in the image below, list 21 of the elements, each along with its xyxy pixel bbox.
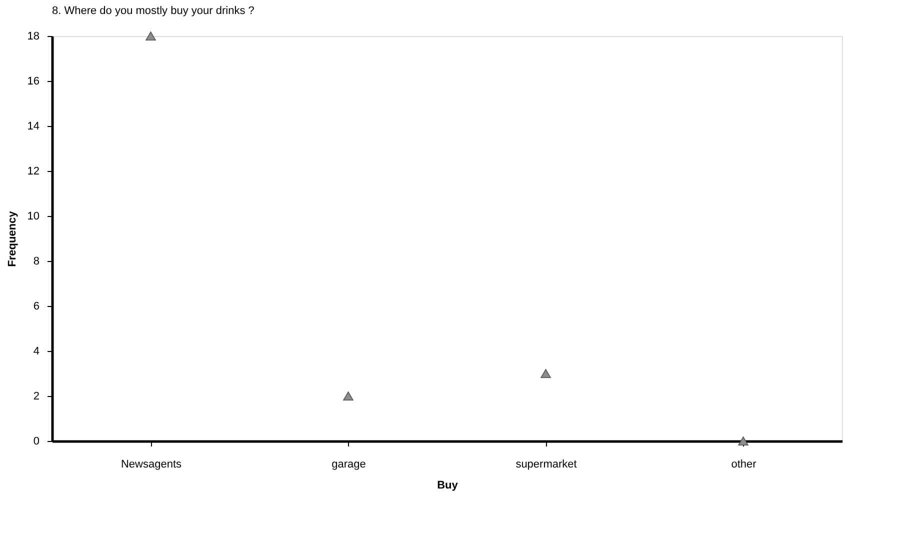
x-tick-label: other [731, 458, 757, 470]
y-tick-label: 10 [27, 210, 40, 222]
y-tick-label: 2 [33, 390, 40, 402]
y-tick-label: 4 [33, 346, 40, 358]
y-tick-label: 12 [27, 166, 40, 178]
y-tick-label: 6 [33, 300, 40, 312]
x-tick-label: Newsagents [120, 458, 182, 470]
point [738, 436, 748, 446]
y-tick-label: 18 [27, 30, 40, 42]
point [540, 368, 551, 378]
y-tick-label: 14 [27, 120, 40, 132]
chart-title: 8. Where do you mostly buy your drinks ? [52, 5, 254, 17]
point [343, 391, 354, 401]
x-axis-title: Buy [437, 480, 459, 492]
y-axis-title: Frequency [6, 210, 18, 267]
x-tick-label: supermarket [516, 458, 577, 470]
point [146, 31, 156, 41]
y-tick-label: 16 [27, 76, 40, 88]
y-tick-label: 0 [33, 436, 40, 448]
y-tick-label: 8 [33, 256, 40, 268]
x-tick-label: garage [332, 458, 366, 470]
